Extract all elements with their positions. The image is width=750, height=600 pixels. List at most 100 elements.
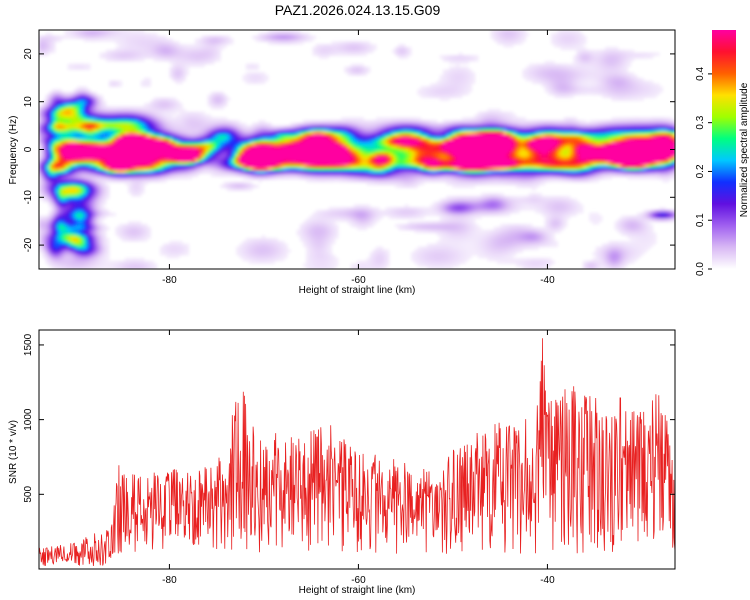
heatmap-cell bbox=[201, 136, 205, 141]
heatmap-cell bbox=[77, 260, 81, 264]
heatmap-cell bbox=[271, 260, 275, 264]
heatmap-cell bbox=[147, 139, 151, 144]
heatmap-cell bbox=[337, 218, 342, 222]
heatmap-cell bbox=[156, 111, 161, 115]
heatmap-cell bbox=[102, 263, 107, 267]
heatmap-cell bbox=[366, 224, 371, 228]
heatmap-cell bbox=[156, 164, 161, 169]
heatmap-cell bbox=[395, 164, 399, 169]
heatmap-cell bbox=[248, 184, 253, 189]
heatmap-cell bbox=[271, 139, 275, 144]
heatmap-cell bbox=[366, 221, 371, 225]
heatmap-cell bbox=[226, 38, 231, 42]
heatmap-cell bbox=[115, 266, 120, 269]
heatmap-cell bbox=[48, 139, 53, 144]
heatmap-cell bbox=[385, 263, 390, 267]
heatmap-cell bbox=[169, 105, 174, 110]
heatmap-cell bbox=[102, 131, 107, 135]
heatmap-cell bbox=[382, 119, 387, 124]
heatmap-cell bbox=[255, 156, 260, 160]
heatmap-cell bbox=[210, 162, 215, 166]
heatmap-cell bbox=[398, 119, 403, 124]
heatmap-cell bbox=[96, 195, 101, 200]
heatmap-cell bbox=[385, 260, 390, 264]
heatmap-cell bbox=[325, 44, 329, 48]
heatmap-cell bbox=[226, 136, 231, 141]
heatmap-cell bbox=[204, 119, 209, 124]
heatmap-cell bbox=[350, 117, 355, 121]
heatmap-cell bbox=[64, 117, 69, 121]
heatmap-cell bbox=[48, 119, 53, 124]
heatmap-cell bbox=[306, 246, 310, 250]
heatmap-cell bbox=[325, 164, 329, 169]
heatmap-cell bbox=[131, 136, 135, 141]
heatmap-cell bbox=[204, 55, 209, 59]
heatmap-cell bbox=[166, 119, 170, 124]
heatmap-cell bbox=[143, 179, 148, 183]
heatmap-cell bbox=[134, 125, 139, 130]
heatmap-cell bbox=[229, 159, 234, 163]
heatmap-cell bbox=[264, 122, 269, 127]
heatmap-cell bbox=[366, 145, 371, 149]
heatmap-cell bbox=[236, 142, 240, 146]
heatmap-cell bbox=[277, 173, 282, 177]
heatmap-cell bbox=[239, 142, 244, 146]
heatmap-cell bbox=[80, 218, 85, 222]
heatmap-cell bbox=[382, 162, 387, 166]
heatmap-cell bbox=[58, 97, 62, 101]
heatmap-cell bbox=[385, 173, 390, 177]
heatmap-cell bbox=[54, 114, 59, 118]
heatmap-cell bbox=[182, 69, 186, 73]
heatmap-cell bbox=[264, 35, 269, 40]
heatmap-cell bbox=[96, 139, 101, 144]
heatmap-cell bbox=[102, 195, 107, 200]
heatmap-cell bbox=[73, 131, 78, 135]
heatmap-cell bbox=[115, 263, 120, 267]
heatmap-cell bbox=[290, 153, 294, 158]
heatmap-cell bbox=[385, 134, 390, 138]
heatmap-cell bbox=[108, 212, 113, 217]
heatmap-cell bbox=[166, 97, 170, 101]
heatmap-cell bbox=[150, 139, 155, 144]
heatmap-cell bbox=[42, 254, 46, 259]
heatmap-cell bbox=[293, 35, 298, 40]
heatmap-cell bbox=[175, 131, 180, 135]
heatmap-cell bbox=[45, 246, 50, 250]
heatmap-cell bbox=[61, 184, 66, 189]
heatmap-cell bbox=[267, 139, 272, 144]
heatmap-cell bbox=[360, 145, 364, 149]
heatmap-cell bbox=[328, 252, 333, 256]
heatmap-cell bbox=[255, 254, 260, 259]
heatmap-cell bbox=[274, 148, 279, 152]
heatmap-cell bbox=[204, 139, 209, 144]
heatmap-cell bbox=[143, 263, 148, 267]
heatmap-cell bbox=[86, 134, 91, 138]
heatmap-cell bbox=[204, 131, 209, 135]
heatmap-cell bbox=[236, 159, 240, 163]
heatmap-cell bbox=[337, 128, 342, 132]
heatmap-cell bbox=[283, 134, 288, 138]
heatmap-cell bbox=[131, 125, 135, 130]
heatmap-cell bbox=[48, 212, 53, 217]
heatmap-cell bbox=[283, 153, 288, 158]
heatmap-cell bbox=[347, 145, 352, 149]
heatmap-cell bbox=[363, 69, 368, 73]
heatmap-cell bbox=[150, 35, 155, 40]
heatmap-cell bbox=[337, 207, 342, 211]
heatmap-cell bbox=[312, 218, 317, 222]
heatmap-cell bbox=[267, 136, 272, 141]
heatmap-cell bbox=[274, 254, 279, 259]
heatmap-cell bbox=[99, 257, 104, 262]
heatmap-cell bbox=[64, 252, 69, 256]
heatmap-cell bbox=[137, 32, 142, 37]
heatmap-cell bbox=[48, 179, 53, 183]
heatmap-cell bbox=[328, 212, 333, 217]
heatmap-cell bbox=[121, 148, 126, 152]
heatmap-cell bbox=[134, 173, 139, 177]
heatmap-cell bbox=[280, 131, 285, 135]
heatmap-cell bbox=[93, 125, 97, 130]
heatmap-cell bbox=[89, 38, 94, 42]
heatmap-cell bbox=[48, 41, 53, 45]
heatmap-cell bbox=[242, 131, 247, 135]
heatmap-cell bbox=[309, 238, 314, 242]
